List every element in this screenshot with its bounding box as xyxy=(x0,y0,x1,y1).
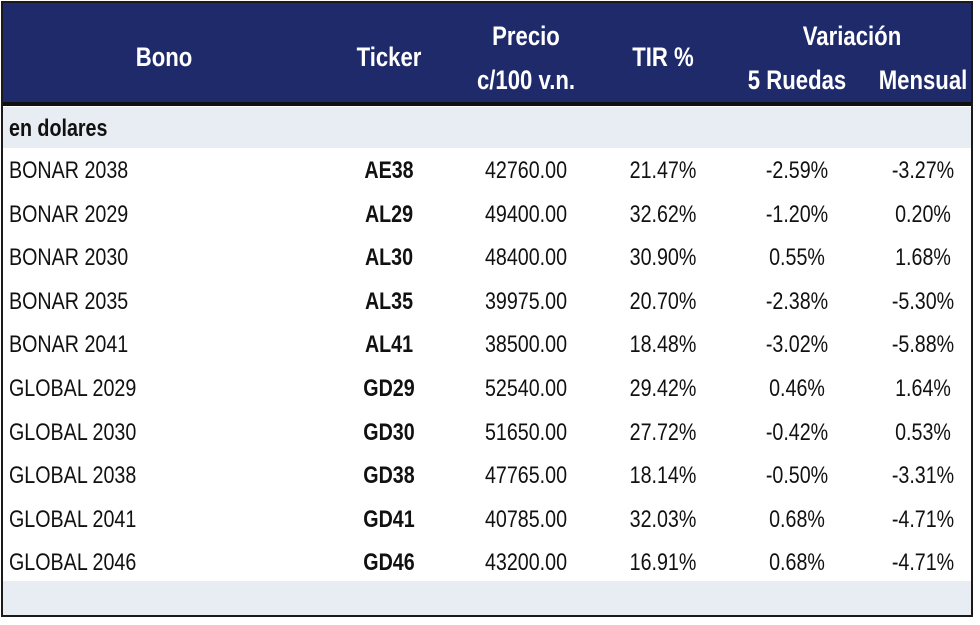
ticker-cell: GD41 xyxy=(363,505,415,533)
table-row: BONAR 2035 AL35 39975.00 20.70% -2.38% -5.30% xyxy=(3,281,971,325)
column-header-mensual: Mensual xyxy=(878,65,968,95)
bono-name-cell: GLOBAL 2041 xyxy=(9,505,137,533)
variacion-5-ruedas-cell: -1.20% xyxy=(765,200,829,228)
ticker-cell: AL35 xyxy=(364,287,414,315)
precio-value-cell: 47765.00 xyxy=(484,462,568,490)
precio-value-cell: 40785.00 xyxy=(484,505,568,533)
bono-name-cell: BONAR 2041 xyxy=(9,331,129,359)
ticker-cell: AL41 xyxy=(364,331,414,359)
bono-name-cell: GLOBAL 2038 xyxy=(9,462,137,490)
table-row: BONAR 2029 AL29 49400.00 32.62% -1.20% 0.20% xyxy=(3,194,971,238)
section-band: en dolares xyxy=(3,107,971,148)
table-body: BONAR 2038 AE38 42760.00 21.47% -2.59% -3.27%… xyxy=(3,150,971,586)
variacion-5-ruedas-cell: -2.38% xyxy=(765,287,829,315)
ticker-cell: GD46 xyxy=(363,549,415,577)
variacion-5-ruedas-cell: 0.68% xyxy=(769,505,825,533)
table-footer-band xyxy=(3,581,971,615)
ticker-cell: AL30 xyxy=(364,244,414,272)
variacion-5-ruedas-cell: 0.55% xyxy=(769,244,825,272)
variacion-mensual-cell: -4.71% xyxy=(891,549,955,577)
variacion-mensual-cell: 0.20% xyxy=(895,200,951,228)
variacion-mensual-cell: 1.64% xyxy=(895,374,951,402)
bono-name-cell: GLOBAL 2030 xyxy=(9,418,137,446)
variacion-5-ruedas-cell: -0.42% xyxy=(765,418,829,446)
precio-value-cell: 51650.00 xyxy=(484,418,568,446)
variacion-5-ruedas-cell: -2.59% xyxy=(765,157,829,184)
ticker-cell: GD30 xyxy=(363,418,415,446)
variacion-5-ruedas-cell: -0.50% xyxy=(765,462,829,490)
variacion-mensual-cell: -3.31% xyxy=(891,462,955,490)
tir-value-cell: 20.70% xyxy=(629,287,697,315)
tir-value-cell: 27.72% xyxy=(629,418,697,446)
column-header-bono: Bono xyxy=(135,42,193,72)
tir-value-cell: 32.03% xyxy=(629,505,697,533)
tir-value-cell: 16.91% xyxy=(629,549,697,577)
ticker-cell: GD38 xyxy=(363,462,415,490)
variacion-mensual-cell: -3.27% xyxy=(891,157,955,184)
precio-value-cell: 42760.00 xyxy=(484,157,568,184)
bono-name-cell: BONAR 2030 xyxy=(9,244,129,272)
bono-name-cell: GLOBAL 2029 xyxy=(9,374,137,402)
variacion-5-ruedas-cell: -3.02% xyxy=(765,331,829,359)
column-header-ticker: Ticker xyxy=(356,42,422,72)
variacion-mensual-cell: -5.88% xyxy=(891,331,955,359)
table-row: GLOBAL 2030 GD30 51650.00 27.72% -0.42% 0.53% xyxy=(3,412,971,456)
tir-value-cell: 32.62% xyxy=(629,200,697,228)
tir-value-cell: 29.42% xyxy=(629,374,697,402)
variacion-mensual-cell: -5.30% xyxy=(891,287,955,315)
column-header-precio: Precio xyxy=(492,21,560,51)
tir-value-cell: 18.14% xyxy=(629,462,697,490)
table-row: BONAR 2038 AE38 42760.00 21.47% -2.59% -3.27% xyxy=(3,150,971,194)
column-header-precio-unit: c/100 v.n. xyxy=(476,65,576,95)
table-header: Bono Ticker Precio c/100 v.n. TIR % Vari… xyxy=(3,3,971,102)
column-header-tir: TIR % xyxy=(632,42,694,72)
precio-value-cell: 43200.00 xyxy=(484,549,568,577)
variacion-mensual-cell: -4.71% xyxy=(891,505,955,533)
table-row: GLOBAL 2046 GD46 43200.00 16.91% 0.68% -4.71% xyxy=(3,542,971,586)
precio-value-cell: 38500.00 xyxy=(484,331,568,359)
header-divider xyxy=(3,102,971,106)
precio-value-cell: 49400.00 xyxy=(484,200,568,228)
column-header-5-ruedas: 5 Ruedas xyxy=(747,65,847,95)
ticker-cell: AL29 xyxy=(364,200,414,228)
table-row: GLOBAL 2041 GD41 40785.00 32.03% 0.68% -4.71% xyxy=(3,499,971,543)
bono-name-cell: BONAR 2029 xyxy=(9,200,129,228)
tir-value-cell: 30.90% xyxy=(629,244,697,272)
precio-value-cell: 52540.00 xyxy=(484,374,568,402)
variacion-mensual-cell: 1.68% xyxy=(895,244,951,272)
variacion-5-ruedas-cell: 0.46% xyxy=(769,374,825,402)
bono-name-cell: BONAR 2038 xyxy=(9,157,129,184)
tir-value-cell: 18.48% xyxy=(629,331,697,359)
variacion-5-ruedas-cell: 0.68% xyxy=(769,549,825,577)
variacion-mensual-cell: 0.53% xyxy=(895,418,951,446)
ticker-cell: AE38 xyxy=(364,157,414,184)
table-row: GLOBAL 2038 GD38 47765.00 18.14% -0.50% -3.31… xyxy=(3,455,971,499)
precio-value-cell: 39975.00 xyxy=(484,287,568,315)
table-row: BONAR 2041 AL41 38500.00 18.48% -3.02% -5.88% xyxy=(3,324,971,368)
tir-value-cell: 21.47% xyxy=(629,157,697,184)
precio-value-cell: 48400.00 xyxy=(484,244,568,272)
bond-table: Bono Ticker Precio c/100 v.n. TIR % Vari… xyxy=(1,1,973,617)
ticker-cell: GD29 xyxy=(363,374,415,402)
table-row: BONAR 2030 AL30 48400.00 30.90% 0.55% 1.68% xyxy=(3,237,971,281)
bono-name-cell: BONAR 2035 xyxy=(9,287,129,315)
column-group-header-variacion: Variación xyxy=(802,21,902,51)
bono-name-cell: GLOBAL 2046 xyxy=(9,549,137,577)
section-label: en dolares xyxy=(9,115,108,142)
table-row: GLOBAL 2029 GD29 52540.00 29.42% 0.46% 1.64% xyxy=(3,368,971,412)
